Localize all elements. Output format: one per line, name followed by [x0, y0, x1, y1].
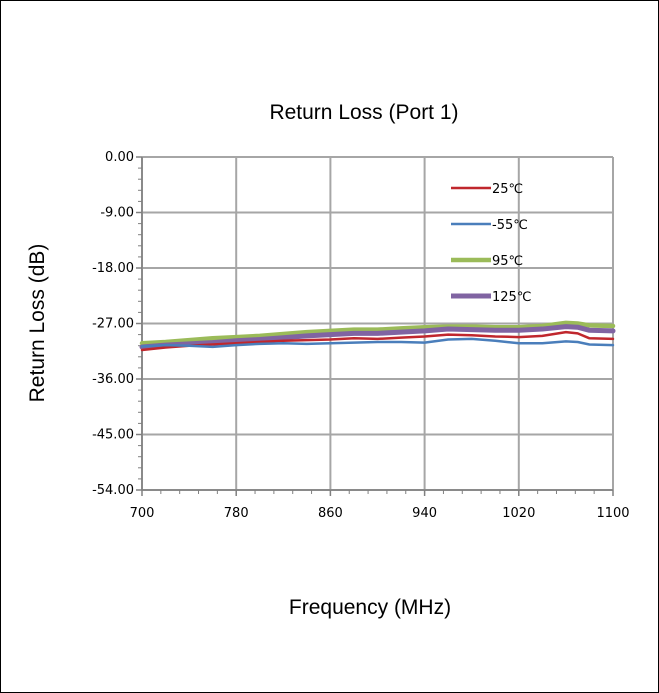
legend-label: 125℃: [492, 290, 531, 305]
series-line-1: [140, 330, 615, 352]
y-tick-label: 0.00: [105, 150, 134, 165]
x-tick-label: 700: [130, 506, 155, 521]
labels: Return Loss (Port 1) Frequency (MHz) Ret…: [26, 101, 459, 619]
x-tick-label: 940: [412, 506, 437, 521]
x-tick-label: 860: [318, 506, 343, 521]
series-line-2: [140, 337, 615, 349]
series-line-3: [139, 320, 616, 346]
y-tick-label: -36.00: [92, 372, 134, 387]
axes: 0.00 -9.00 -18.00 -27.00 -36.00 -45.00 -54.00 7…: [92, 150, 629, 521]
legend-label: 25℃: [492, 182, 523, 197]
x-tick-label: 1020: [502, 506, 535, 521]
y-tick-label: -45.00: [92, 428, 134, 443]
y-tick-label: -27.00: [92, 317, 134, 332]
grid-lines: [141, 156, 614, 491]
y-tick-label: -18.00: [92, 261, 134, 276]
y-axis-title: Return Loss (dB): [26, 244, 49, 403]
series-lines: [139, 320, 616, 352]
legend: 25℃ -55℃ 95℃ 125℃: [451, 182, 531, 305]
x-tick-label: 780: [224, 506, 249, 521]
chart-title: Return Loss (Port 1): [269, 101, 458, 124]
series-line-4: [139, 324, 616, 350]
x-tick-label: 1100: [596, 506, 629, 521]
x-axis-title: Frequency (MHz): [289, 596, 451, 619]
y-tick-label: -9.00: [100, 206, 134, 221]
legend-label: 95℃: [492, 254, 523, 269]
y-tick-label: -54.00: [92, 483, 134, 498]
legend-label: -55℃: [492, 218, 528, 233]
